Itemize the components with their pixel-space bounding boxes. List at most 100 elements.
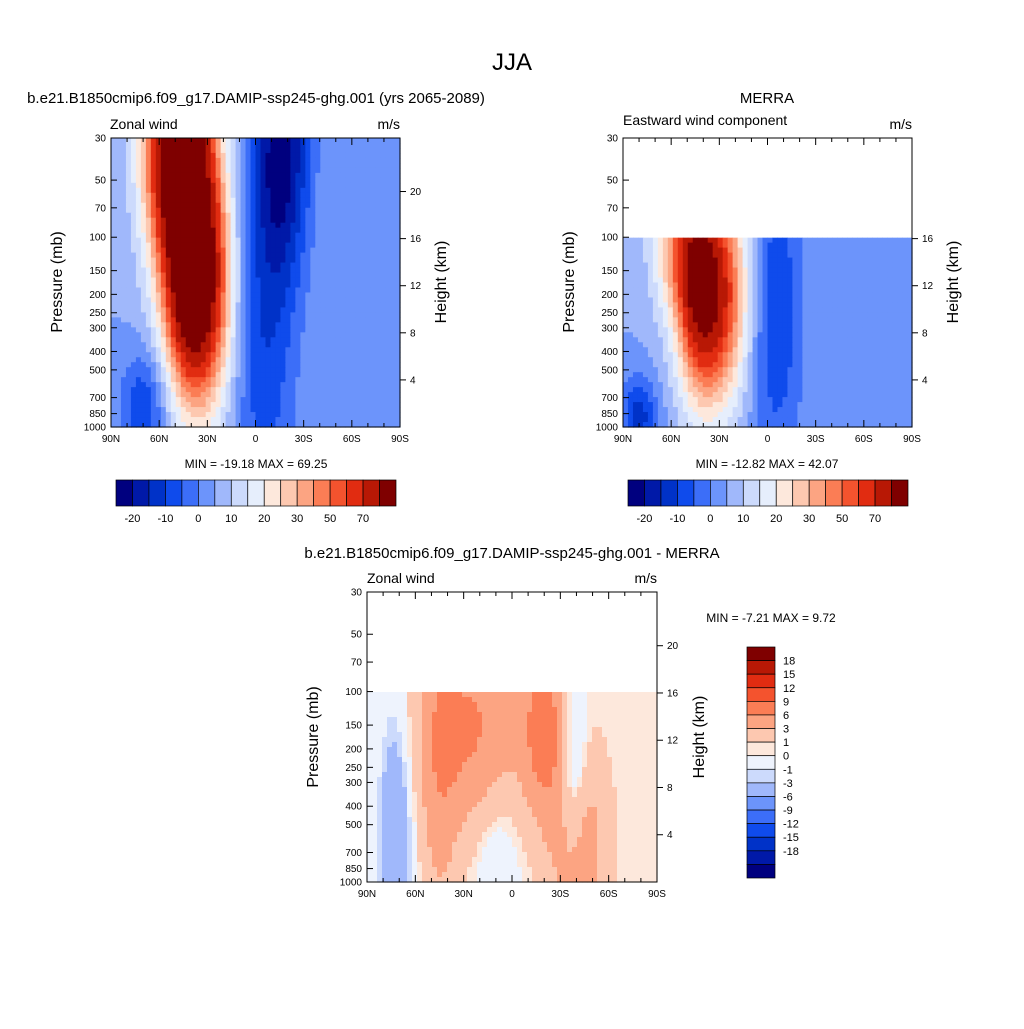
field-cell: [792, 362, 798, 368]
field-cell: [867, 312, 873, 318]
field-cell: [375, 337, 381, 343]
field-cell: [718, 263, 724, 269]
field-cell: [146, 362, 152, 368]
field-cell: [653, 317, 659, 323]
field-cell: [246, 337, 252, 343]
field-cell: [355, 283, 361, 289]
field-cell: [648, 287, 654, 293]
field-cell: [251, 148, 257, 154]
field-cell: [256, 223, 262, 229]
field-cell: [370, 382, 376, 388]
field-cell: [827, 287, 833, 293]
field-cell: [350, 292, 356, 298]
field-cell: [275, 278, 281, 284]
field-cell: [748, 253, 754, 259]
field-cell: [166, 268, 172, 274]
field-cell: [330, 218, 336, 224]
field-cell: [201, 143, 207, 149]
field-cell: [678, 322, 684, 328]
field-cell: [251, 367, 257, 373]
field-cell: [802, 347, 808, 353]
field-cell: [156, 397, 162, 403]
field-cell: [325, 377, 331, 383]
y-tick-label: 500: [89, 365, 106, 376]
field-cell: [782, 278, 788, 284]
field-cell: [345, 287, 351, 293]
field-cell: [186, 258, 192, 264]
field-cell: [256, 352, 262, 358]
field-cell: [221, 402, 227, 408]
field-cell: [176, 397, 182, 403]
field-cell: [857, 243, 863, 249]
field-cell: [822, 327, 828, 333]
field-cell: [196, 268, 202, 274]
field-cell: [832, 273, 838, 279]
field-cell: [792, 352, 798, 358]
field-cell: [315, 302, 321, 308]
field-cell: [847, 332, 853, 338]
field-cell: [181, 382, 187, 388]
field-cell: [116, 387, 122, 393]
field-cell: [325, 208, 331, 214]
field-cell: [226, 163, 232, 169]
field-cell: [857, 322, 863, 328]
field-cell: [718, 347, 724, 353]
field-cell: [733, 287, 739, 293]
field-cell: [211, 203, 217, 209]
field-cell: [141, 203, 147, 209]
field-cell: [807, 357, 813, 363]
field-cell: [658, 342, 664, 348]
y-tick-label: 150: [89, 266, 106, 277]
field-cell: [653, 327, 659, 333]
field-cell: [181, 417, 187, 423]
field-cell: [300, 173, 306, 179]
field-cell: [201, 203, 207, 209]
field-cell: [141, 273, 147, 279]
field-cell: [330, 327, 336, 333]
field-cell: [768, 322, 774, 328]
field-cell: [256, 297, 262, 303]
field-cell: [151, 158, 157, 164]
field-cell: [196, 352, 202, 358]
field-cell: [787, 302, 793, 308]
field-cell: [872, 263, 878, 269]
field-cell: [166, 352, 172, 358]
field-cell: [256, 178, 262, 184]
field-cell: [176, 292, 182, 298]
field-cell: [380, 143, 386, 149]
field-cell: [320, 382, 326, 388]
field-cell: [365, 238, 371, 244]
field-cell: [325, 173, 331, 179]
field-cell: [176, 268, 182, 274]
field-cell: [375, 143, 381, 149]
field-cell: [758, 238, 764, 244]
field-cell: [325, 417, 331, 423]
field-cell: [265, 327, 271, 333]
field-cell: [201, 188, 207, 194]
field-cell: [116, 278, 122, 284]
field-cell: [136, 402, 142, 408]
field-cell: [270, 153, 276, 159]
field-cell: [236, 218, 242, 224]
field-cell: [231, 218, 237, 224]
field-cell: [802, 322, 808, 328]
field-cell: [817, 263, 823, 269]
field-cell: [365, 213, 371, 219]
field-cell: [241, 342, 247, 348]
field-cell: [295, 307, 301, 313]
field-cell: [161, 342, 167, 348]
field-cell: [211, 208, 217, 214]
field-cell: [270, 158, 276, 164]
field-cell: [300, 238, 306, 244]
field-cell: [231, 392, 237, 398]
field-cell: [360, 407, 366, 413]
field-cell: [260, 377, 266, 383]
field-cell: [216, 163, 222, 169]
colorbar-swatch: [116, 480, 132, 506]
field-cell: [236, 258, 242, 264]
field-cell: [693, 238, 699, 244]
field-cell: [295, 342, 301, 348]
field-cell: [653, 248, 659, 254]
field-cell: [151, 337, 157, 343]
field-cell: [116, 382, 122, 388]
